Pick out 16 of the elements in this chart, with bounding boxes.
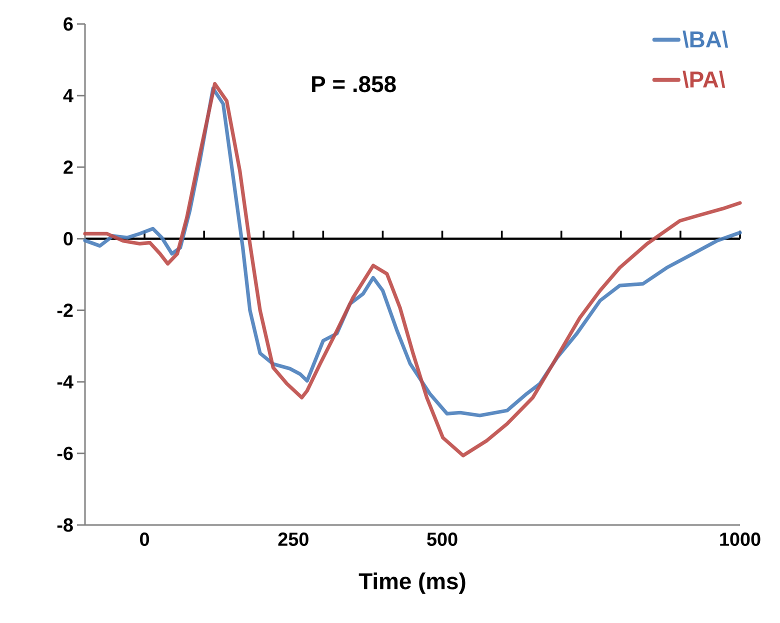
legend-label: \BA\	[682, 30, 728, 48]
x-tick-label: 500	[427, 532, 458, 546]
annotation: P = .858	[312, 76, 396, 92]
y-tick-label: 4	[63, 89, 74, 102]
y-tick-label: -6	[57, 446, 73, 460]
x-axis-title: Time (ms)	[358, 572, 466, 594]
x-tick-label: 0	[140, 532, 150, 546]
x-tick-label: 250	[278, 532, 308, 546]
y-tick-label: 0	[64, 232, 73, 246]
y-tick-label: 6	[64, 17, 73, 31]
y-tick-label: -2	[57, 304, 73, 317]
x-tick-label: 1000	[720, 532, 760, 546]
y-tick-label: 2	[64, 160, 73, 174]
y-tick-label: -4	[57, 375, 74, 388]
y-tick-label: -8	[57, 518, 73, 532]
legend-label: \PA\	[682, 70, 726, 88]
